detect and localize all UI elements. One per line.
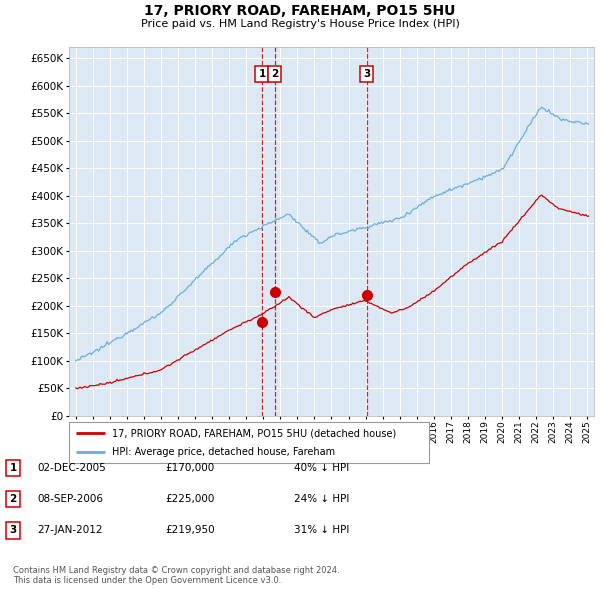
- Text: 27-JAN-2012: 27-JAN-2012: [37, 526, 103, 535]
- Text: 31% ↓ HPI: 31% ↓ HPI: [294, 526, 349, 535]
- Text: 2: 2: [10, 494, 17, 504]
- Text: Price paid vs. HM Land Registry's House Price Index (HPI): Price paid vs. HM Land Registry's House …: [140, 19, 460, 29]
- Text: 17, PRIORY ROAD, FAREHAM, PO15 5HU: 17, PRIORY ROAD, FAREHAM, PO15 5HU: [145, 4, 455, 18]
- Text: 3: 3: [363, 68, 370, 78]
- Text: £219,950: £219,950: [165, 526, 215, 535]
- Text: £170,000: £170,000: [165, 463, 214, 473]
- Text: 17, PRIORY ROAD, FAREHAM, PO15 5HU (detached house): 17, PRIORY ROAD, FAREHAM, PO15 5HU (deta…: [112, 428, 397, 438]
- Text: 1: 1: [10, 463, 17, 473]
- Text: 40% ↓ HPI: 40% ↓ HPI: [294, 463, 349, 473]
- Text: 02-DEC-2005: 02-DEC-2005: [37, 463, 106, 473]
- Text: £225,000: £225,000: [165, 494, 214, 504]
- Text: 08-SEP-2006: 08-SEP-2006: [37, 494, 103, 504]
- Text: 2: 2: [271, 68, 278, 78]
- Text: 1: 1: [259, 68, 266, 78]
- Text: This data is licensed under the Open Government Licence v3.0.: This data is licensed under the Open Gov…: [13, 576, 281, 585]
- Text: Contains HM Land Registry data © Crown copyright and database right 2024.: Contains HM Land Registry data © Crown c…: [13, 566, 340, 575]
- Text: 24% ↓ HPI: 24% ↓ HPI: [294, 494, 349, 504]
- Text: HPI: Average price, detached house, Fareham: HPI: Average price, detached house, Fare…: [112, 447, 335, 457]
- Text: 3: 3: [10, 526, 17, 535]
